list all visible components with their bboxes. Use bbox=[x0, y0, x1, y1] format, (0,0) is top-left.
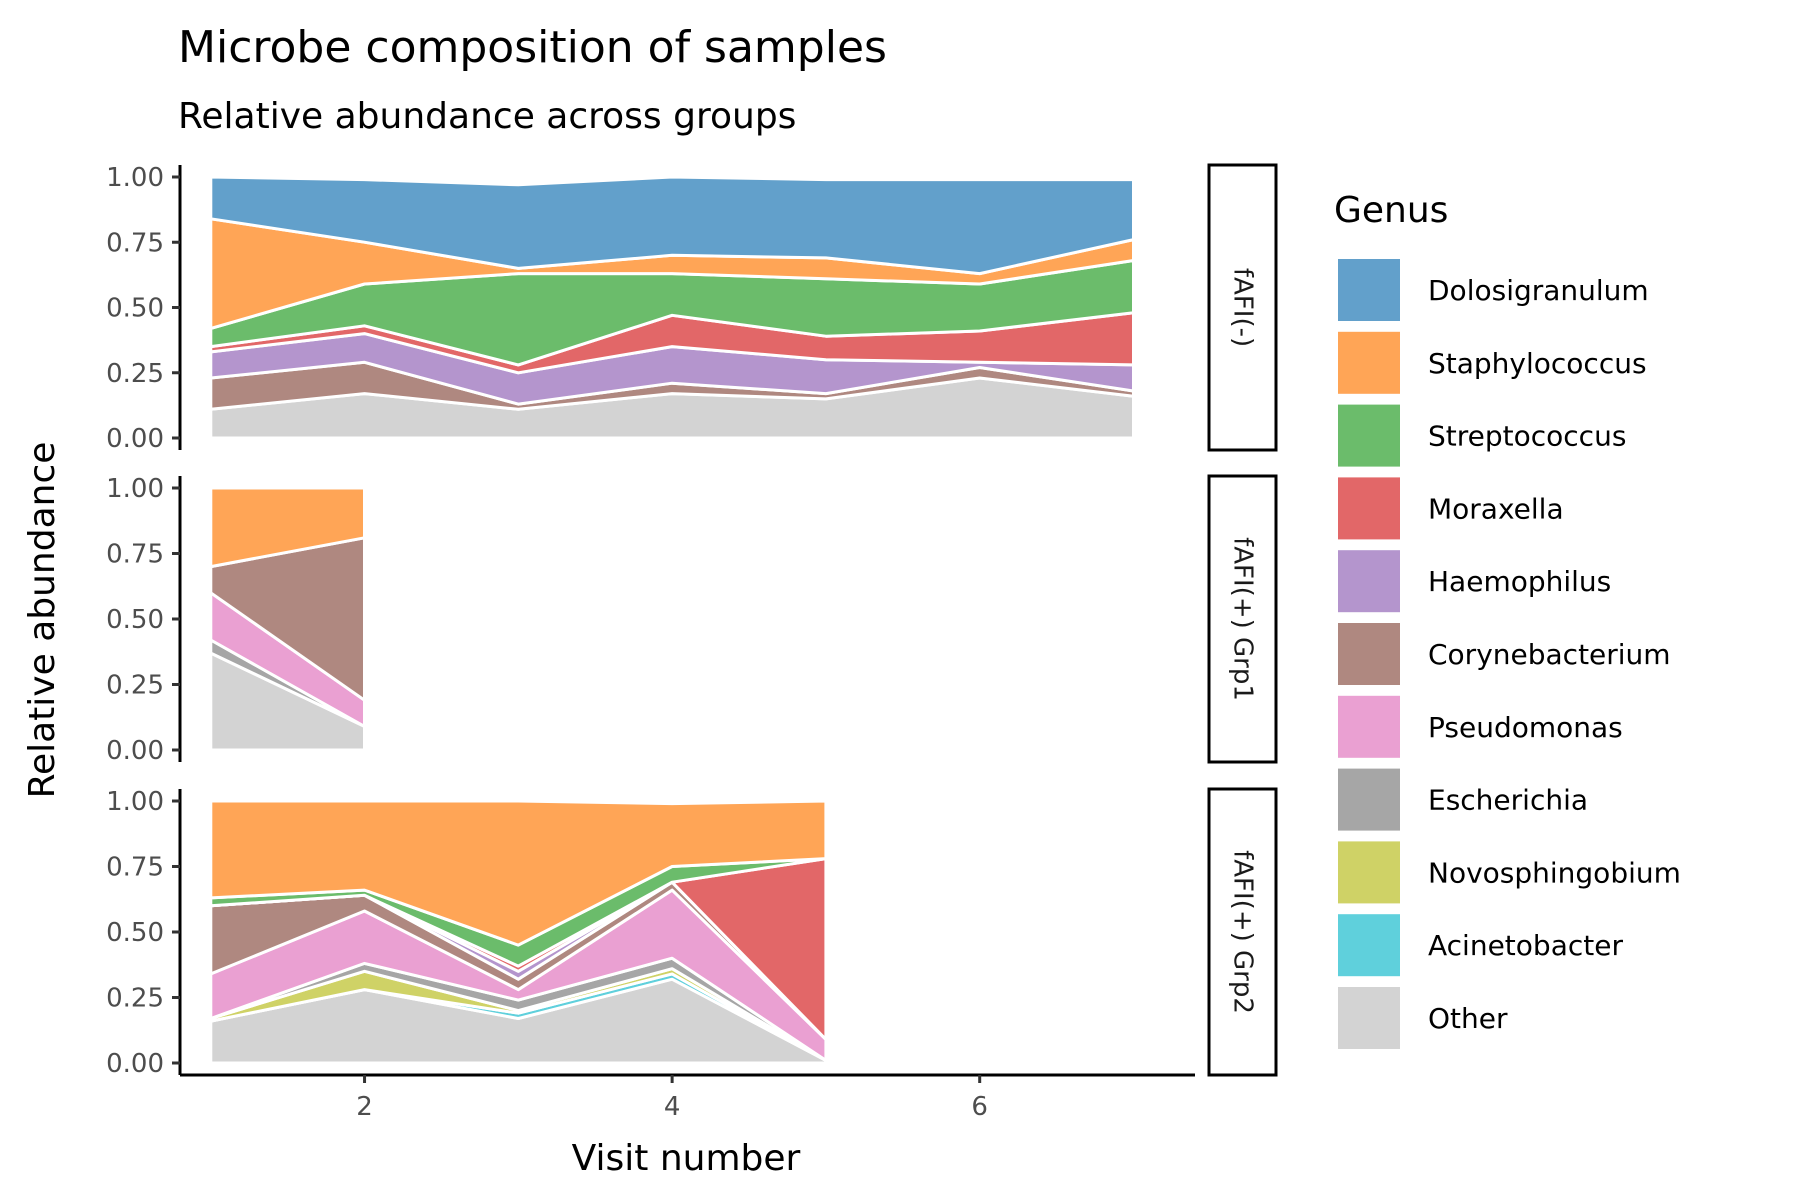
y-tick-label: 0.75 bbox=[106, 853, 164, 883]
legend-item-moraxella: Moraxella bbox=[1338, 477, 1564, 540]
area-dolosigranulum-fafi bbox=[209, 175, 1135, 276]
x-tick-label: 4 bbox=[664, 1092, 681, 1122]
y-tick-label: 1.00 bbox=[106, 474, 164, 504]
legend-title: Genus bbox=[1334, 190, 1448, 231]
y-tick-label: 0.00 bbox=[106, 424, 164, 454]
chart-subtitle: Relative abundance across groups bbox=[178, 96, 796, 137]
legend-key-acinetobacter bbox=[1338, 914, 1400, 977]
facet-strip-label: fAFI(-) bbox=[1228, 268, 1258, 347]
facet-strip-label: fAFI(+) Grp2 bbox=[1228, 850, 1258, 1014]
legend-label: Streptococcus bbox=[1428, 420, 1626, 453]
legend-label: Other bbox=[1428, 1002, 1508, 1035]
legend-label: Acinetobacter bbox=[1428, 929, 1623, 962]
legend: Genus Dolosigranulum Staphylococcus Strept… bbox=[1334, 190, 1681, 1049]
legend-key-streptococcus bbox=[1338, 404, 1400, 467]
legend-item-dolosigranulum: Dolosigranulum bbox=[1338, 259, 1649, 321]
y-tick-label: 0.25 bbox=[106, 359, 164, 389]
legend-item-other: Other bbox=[1338, 987, 1508, 1049]
legend-key-corynebacterium bbox=[1338, 623, 1400, 685]
y-tick-label: 0.00 bbox=[106, 736, 164, 766]
y-tick-label: 1.00 bbox=[106, 163, 164, 193]
x-axis: 2 4 6 bbox=[180, 1073, 1195, 1122]
legend-label: Dolosigranulum bbox=[1428, 274, 1649, 307]
y-axis-title: Relative abundance bbox=[22, 442, 63, 799]
panel-fafi: 0.00 0.25 0.50 0.75 1.00 fAFI(-) bbox=[106, 163, 1278, 454]
legend-item-haemophilus: Haemophilus bbox=[1338, 550, 1611, 613]
x-axis-title: Visit number bbox=[572, 1138, 801, 1179]
legend-item-staphylococcus: Staphylococcus bbox=[1338, 331, 1647, 394]
y-axis-fafi-grp2: 0.00 0.25 0.50 0.75 1.00 bbox=[106, 787, 182, 1079]
legend-label: Pseudomonas bbox=[1428, 711, 1623, 744]
legend-item-novosphingobium: Novosphingobium bbox=[1338, 841, 1681, 904]
x-tick-label: 6 bbox=[971, 1092, 988, 1122]
legend-label: Haemophilus bbox=[1428, 565, 1611, 598]
legend-item-escherichia: Escherichia bbox=[1338, 768, 1588, 831]
area-staphylococcus-fafi-grp1 bbox=[209, 486, 366, 569]
y-axis-fafi: 0.00 0.25 0.50 0.75 1.00 bbox=[106, 163, 182, 454]
legend-label: Novosphingobium bbox=[1428, 856, 1681, 889]
facet-strip-label: fAFI(+) Grp1 bbox=[1228, 537, 1258, 701]
y-tick-label: 1.00 bbox=[106, 787, 164, 817]
y-tick-label: 0.75 bbox=[106, 228, 164, 258]
legend-key-novosphingobium bbox=[1338, 841, 1400, 904]
legend-item-pseudomonas: Pseudomonas bbox=[1338, 695, 1623, 758]
facet-panels: 0.000.250.500.751.00fAFI(-)0.000.250.500… bbox=[106, 163, 1278, 1079]
legend-label: Staphylococcus bbox=[1428, 347, 1647, 380]
panel-fafi-grp1: 0.00 0.25 0.50 0.75 1.00 fAFI(+) Grp1 bbox=[106, 474, 1278, 766]
facet-strip bbox=[1207, 787, 1278, 1077]
legend-key-other bbox=[1338, 987, 1400, 1049]
legend-key-escherichia bbox=[1338, 768, 1400, 831]
y-tick-label: 0.75 bbox=[106, 540, 164, 570]
legend-key-moraxella bbox=[1338, 477, 1400, 540]
legend-item-streptococcus: Streptococcus bbox=[1338, 404, 1626, 467]
legend-key-staphylococcus bbox=[1338, 331, 1400, 394]
x-tick-label: 2 bbox=[356, 1092, 373, 1122]
area-staphylococcus-fafi-grp2 bbox=[209, 799, 828, 947]
legend-label: Corynebacterium bbox=[1428, 638, 1671, 671]
legend-item-acinetobacter: Acinetobacter bbox=[1338, 914, 1623, 977]
y-tick-label: 0.25 bbox=[106, 671, 164, 701]
facet-strip bbox=[1207, 474, 1278, 764]
y-tick-label: 0.25 bbox=[106, 984, 164, 1014]
y-tick-label: 0.50 bbox=[106, 918, 164, 948]
facet-strip bbox=[1207, 163, 1278, 452]
legend-item-corynebacterium: Corynebacterium bbox=[1338, 623, 1671, 685]
y-tick-label: 0.50 bbox=[106, 605, 164, 635]
y-tick-label: 0.50 bbox=[106, 294, 164, 324]
legend-label: Escherichia bbox=[1428, 784, 1588, 817]
y-tick-label: 0.00 bbox=[106, 1049, 164, 1079]
chart-title: Microbe composition of samples bbox=[178, 22, 887, 73]
legend-label: Moraxella bbox=[1428, 492, 1564, 525]
panel-fafi-grp2: 0.00 0.25 0.50 0.75 1.00 fAFI(+) Grp2 bbox=[106, 787, 1278, 1079]
legend-key-haemophilus bbox=[1338, 550, 1400, 613]
legend-key-dolosigranulum bbox=[1338, 259, 1400, 321]
legend-key-pseudomonas bbox=[1338, 695, 1400, 758]
y-axis-fafi-grp1: 0.00 0.25 0.50 0.75 1.00 bbox=[106, 474, 182, 766]
